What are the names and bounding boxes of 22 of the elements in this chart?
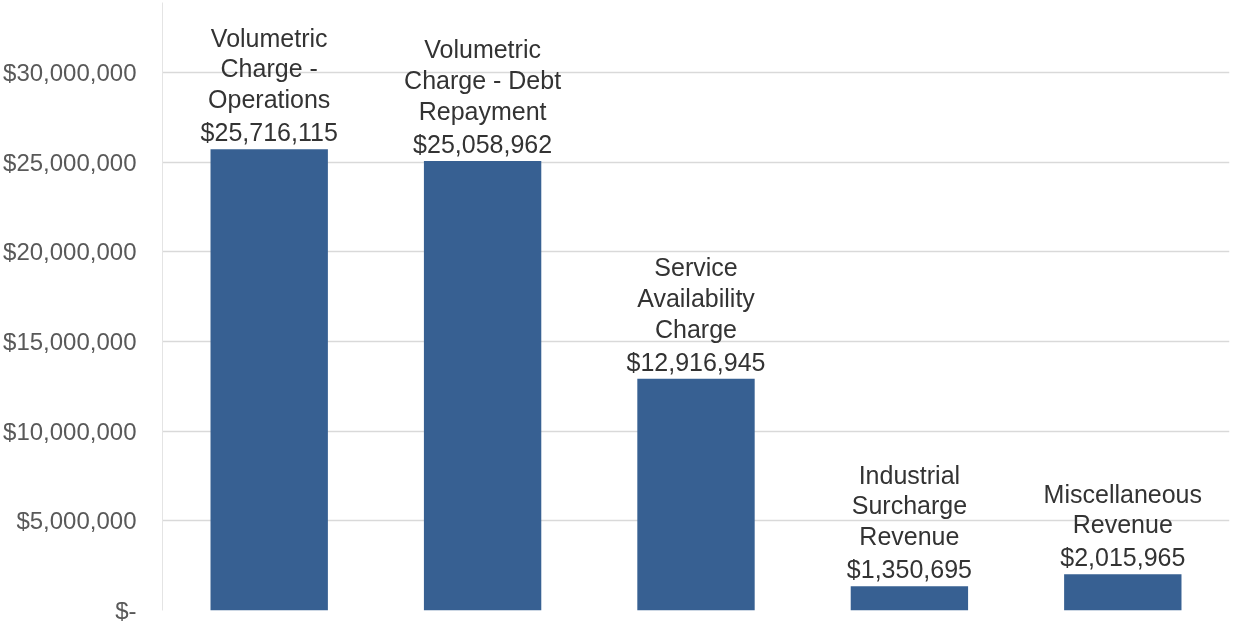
data-label: $1,350,695 xyxy=(846,555,972,584)
y-tick-label: $10,000,000 xyxy=(3,417,137,445)
y-tick-label: $5,000,000 xyxy=(16,507,137,535)
y-tick-label: $30,000,000 xyxy=(3,58,137,86)
y-tick-label: $25,000,000 xyxy=(3,148,137,176)
y-tick-label: $- xyxy=(115,597,137,624)
bar xyxy=(1064,574,1182,611)
y-tick-label: $15,000,000 xyxy=(3,327,137,355)
data-label: $12,916,945 xyxy=(626,347,766,376)
bar xyxy=(850,586,969,611)
bar xyxy=(423,161,542,611)
x-tick-label: Miscellaneous Revenue xyxy=(1043,479,1203,539)
y-tick-label: $20,000,000 xyxy=(3,238,137,266)
data-label: $25,058,962 xyxy=(413,130,553,159)
bar xyxy=(210,149,328,611)
bar xyxy=(637,378,755,611)
data-label: $25,716,115 xyxy=(200,118,338,147)
x-tick-label: Volumetric Charge - Operations xyxy=(208,23,331,114)
x-tick-label: Service Availability Charge xyxy=(637,253,756,343)
x-tick-label: Volumetric Charge - Debt Repayment xyxy=(404,35,562,126)
data-label: $2,015,965 xyxy=(1060,543,1186,572)
x-tick-label: Industrial Surcharge Revenue xyxy=(851,460,968,551)
